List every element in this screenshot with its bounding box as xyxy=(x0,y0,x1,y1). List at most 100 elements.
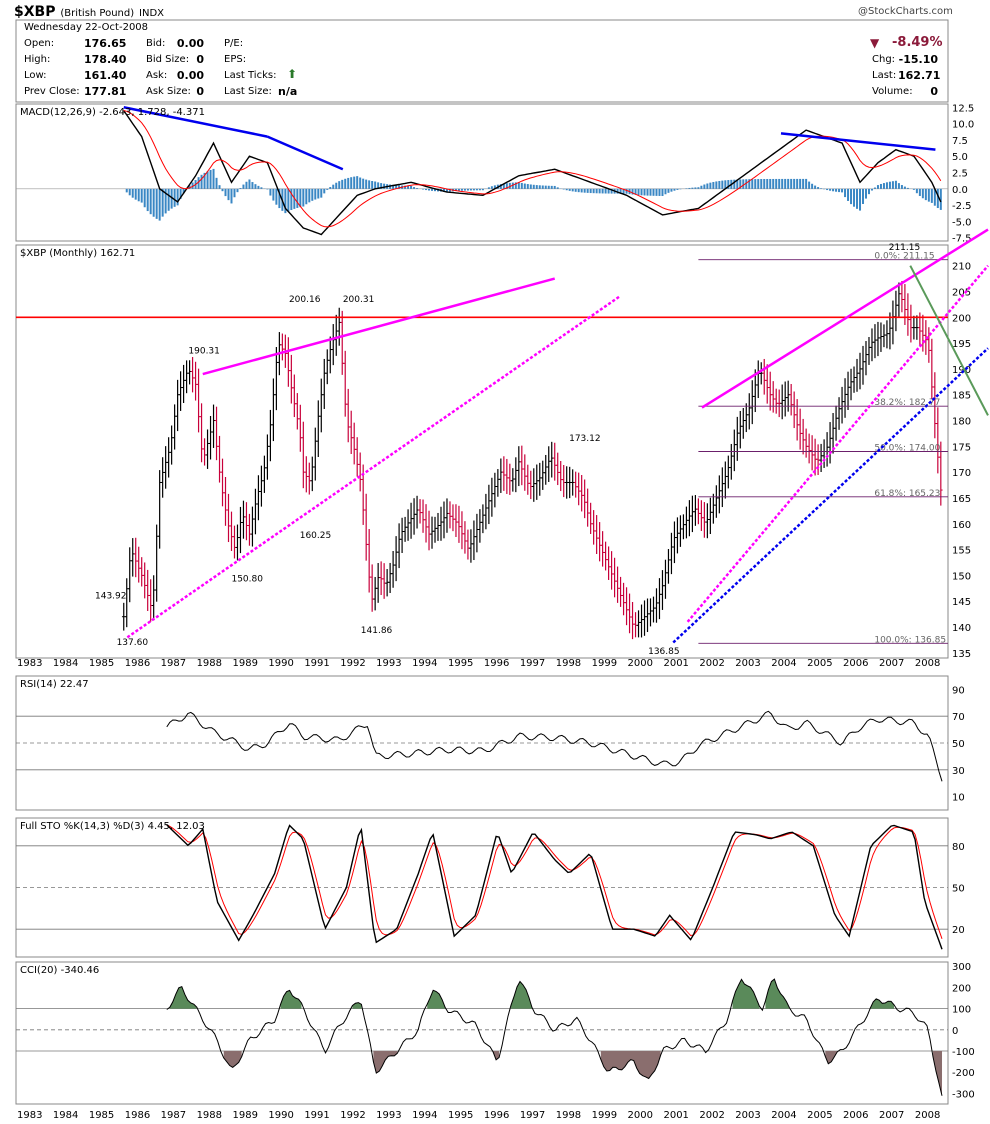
macd-histogram-bar xyxy=(490,186,493,189)
macd-histogram-bar xyxy=(221,188,224,192)
price-annotation: 173.12 xyxy=(569,434,601,444)
price-axis-tick: 210 xyxy=(952,262,971,273)
high-label: High: xyxy=(24,54,51,65)
macd-histogram-bar xyxy=(775,178,778,189)
macd-histogram-bar xyxy=(493,185,496,189)
macd-histogram-bar xyxy=(879,183,882,189)
macd-histogram-bar xyxy=(903,186,906,189)
macd-histogram-bar xyxy=(182,188,185,194)
macd-histogram-bar xyxy=(918,188,921,196)
x-year-label: 1991 xyxy=(304,658,329,669)
macd-histogram-bar xyxy=(305,188,308,205)
macd-histogram-bar xyxy=(691,187,694,189)
macd-histogram-bar xyxy=(688,187,691,189)
macd-histogram-bar xyxy=(140,188,143,203)
x-year-label: 2007 xyxy=(879,1110,904,1121)
x-year-label: 1991 xyxy=(304,1110,329,1121)
macd-histogram-bar xyxy=(900,185,903,189)
macd-histogram-bar xyxy=(425,188,428,191)
macd-histogram-bar xyxy=(754,179,757,189)
last-size-label: Last Size: xyxy=(224,86,272,97)
macd-histogram-bar xyxy=(817,187,820,189)
macd-histogram-bar xyxy=(631,188,634,195)
price-annotation: 141.86 xyxy=(361,626,393,636)
x-year-label: 1998 xyxy=(556,1110,581,1121)
macd-histogram-bar xyxy=(466,188,469,191)
macd-histogram-bar xyxy=(565,188,568,191)
x-year-label: 1998 xyxy=(556,658,581,669)
macd-histogram-bar xyxy=(853,188,856,207)
macd-histogram-bar xyxy=(523,183,526,189)
macd-histogram-bar xyxy=(547,185,550,189)
panel-frame-macd xyxy=(15,103,949,242)
macd-histogram-bar xyxy=(326,188,329,190)
sto-d-line xyxy=(166,824,943,939)
macd-histogram-bar xyxy=(371,180,374,189)
ask-size-label: Ask Size: xyxy=(146,86,191,97)
macd-histogram-bar xyxy=(128,188,131,196)
macd-histogram-bar xyxy=(912,188,915,190)
macd-histogram-bar xyxy=(347,177,350,189)
ask-label: Ask: xyxy=(146,70,168,81)
volume-label: Volume: xyxy=(872,86,913,97)
header-frame xyxy=(15,19,949,103)
x-year-label: 1986 xyxy=(125,658,150,669)
macd-histogram-bar xyxy=(134,188,137,200)
macd-axis-tick: 10.0 xyxy=(952,120,974,131)
macd-histogram-bar xyxy=(709,182,712,189)
magenta-dotted-trendline-2 xyxy=(686,264,989,623)
macd-histogram-bar xyxy=(442,188,445,192)
price-axis-tick: 155 xyxy=(952,546,971,557)
macd-histogram-bar xyxy=(170,188,173,209)
x-year-label: 1989 xyxy=(232,1110,257,1121)
macd-histogram-bar xyxy=(529,184,532,189)
macd-histogram-bar xyxy=(553,185,556,189)
macd-histogram-bar xyxy=(254,184,257,189)
macd-histogram-bar xyxy=(469,188,472,191)
macd-histogram-bar xyxy=(445,188,448,192)
x-year-label: 1988 xyxy=(197,658,222,669)
macd-histogram-bar xyxy=(844,188,847,198)
open-label: Open: xyxy=(24,38,55,49)
macd-histogram-bar xyxy=(404,185,407,189)
macd-panel-title: MACD(12,26,9) -2.643, 1.728, -4.371 xyxy=(20,107,205,118)
macd-histogram-bar xyxy=(661,188,664,197)
x-year-label: 2008 xyxy=(915,658,940,669)
chg-label: Chg: xyxy=(872,54,896,65)
macd-histogram-bar xyxy=(257,185,260,189)
cci-axis-tick: -300 xyxy=(952,1089,975,1100)
macd-histogram-bar xyxy=(673,188,676,191)
x-year-label: 2003 xyxy=(735,658,760,669)
macd-histogram-bar xyxy=(131,188,134,198)
pe-label: P/E: xyxy=(224,38,244,49)
macd-histogram-bar xyxy=(787,178,790,189)
last-value: 162.71 xyxy=(898,69,941,82)
macd-axis-tick: 7.5 xyxy=(952,136,968,147)
x-year-label: 2008 xyxy=(915,1110,940,1121)
x-year-label: 1994 xyxy=(412,658,437,669)
macd-histogram-bar xyxy=(808,181,811,189)
price-axis-tick: 165 xyxy=(952,494,971,505)
macd-histogram-bar xyxy=(745,179,748,189)
macd-histogram-bar xyxy=(230,188,233,204)
macd-divergence-line-2 xyxy=(266,135,344,171)
macd-histogram-bar xyxy=(188,185,191,189)
macd-histogram-bar xyxy=(317,188,320,199)
macd-histogram-bar xyxy=(598,188,601,194)
price-axis-tick: 175 xyxy=(952,442,971,453)
macd-histogram-bar xyxy=(781,178,784,189)
macd-histogram-bar xyxy=(125,188,128,193)
eps-label: EPS: xyxy=(224,54,247,65)
macd-histogram-bar xyxy=(332,184,335,189)
rsi-line xyxy=(166,710,943,782)
macd-histogram-bar xyxy=(242,184,245,189)
cci-panel-title: CCI(20) -340.46 xyxy=(20,965,99,976)
macd-histogram-bar xyxy=(454,188,457,192)
high-value: 178.40 xyxy=(84,53,127,66)
blue-dotted-trendline xyxy=(672,347,989,644)
macd-histogram-bar xyxy=(927,188,930,202)
macd-histogram-bar xyxy=(796,178,799,189)
x-year-label: 1997 xyxy=(520,658,545,669)
green-trendline xyxy=(909,265,989,416)
x-year-label: 1987 xyxy=(161,658,186,669)
